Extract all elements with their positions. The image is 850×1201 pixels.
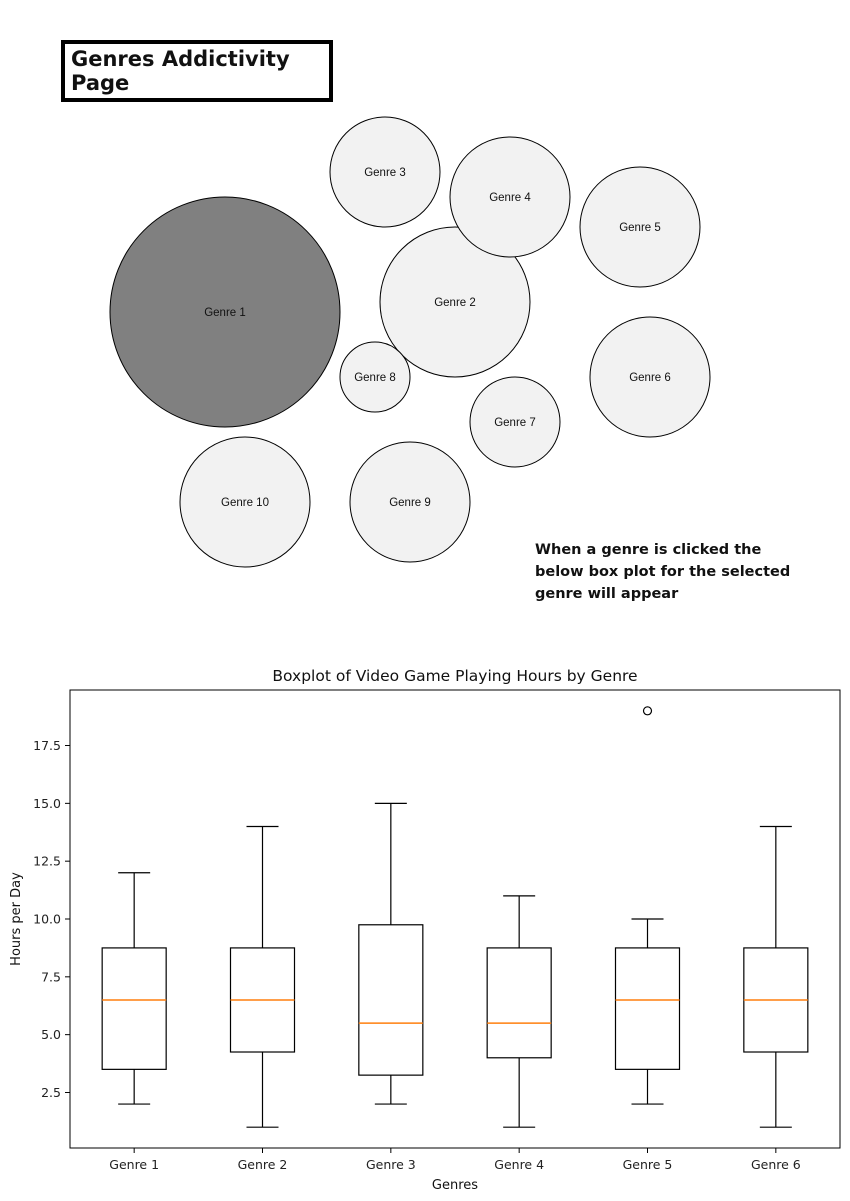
bubble-label: Genre 4 — [489, 192, 531, 204]
bubble-label: Genre 7 — [494, 417, 536, 429]
y-tick-label: 12.5 — [33, 854, 61, 869]
bubble-circle — [349, 441, 471, 563]
bubble-circle — [449, 136, 571, 258]
x-axis-label: Genres — [432, 1178, 478, 1193]
box-genre-2: Genre 2 — [229, 825, 296, 1172]
bubble-genre-1[interactable]: Genre 1 — [109, 196, 341, 428]
bubble-genre-10[interactable]: Genre 10 — [179, 436, 311, 568]
y-tick-label: 7.5 — [41, 969, 61, 984]
bubble-label: Genre 6 — [629, 372, 671, 384]
boxplot-chart: Boxplot of Video Game Playing Hours by G… — [9, 667, 841, 1193]
bubble-genre-4[interactable]: Genre 4 — [449, 136, 571, 258]
bubble-circle — [179, 436, 311, 568]
y-tick-label: 10.0 — [33, 912, 61, 927]
x-tick-label: Genre 3 — [366, 1157, 416, 1172]
iqr-box — [486, 947, 552, 1059]
bubble-circle — [109, 196, 341, 428]
plot-frame — [69, 689, 841, 1149]
bubble-label: Genre 2 — [434, 297, 476, 309]
bubble-label: Genre 5 — [619, 222, 661, 234]
iqr-box — [614, 947, 681, 1070]
bubble-genre-7[interactable]: Genre 7 — [469, 376, 561, 468]
y-tick-label: 17.5 — [33, 738, 61, 753]
bubble-genre-8[interactable]: Genre 8 — [339, 341, 411, 413]
x-tick-label: Genre 6 — [751, 1157, 801, 1172]
bubble-genre-3[interactable]: Genre 3 — [329, 116, 441, 228]
x-tick-label: Genre 5 — [623, 1157, 673, 1172]
y-tick-label: 2.5 — [41, 1085, 61, 1100]
x-tick-label: Genre 4 — [494, 1157, 544, 1172]
bubble-circle — [379, 226, 531, 378]
bubble-label: Genre 9 — [389, 497, 431, 509]
box-genre-3: Genre 3 — [358, 802, 424, 1172]
bubble-circle — [469, 376, 561, 468]
bubble-label: Genre 10 — [221, 497, 269, 509]
box-genre-1: Genre 1 — [101, 872, 167, 1172]
x-tick-label: Genre 1 — [109, 1157, 159, 1172]
outlier-point — [642, 706, 653, 716]
bubble-circle — [589, 316, 711, 438]
chart-title: Boxplot of Video Game Playing Hours by G… — [272, 667, 637, 685]
box-genre-5: Genre 5 — [614, 706, 681, 1172]
x-tick-label: Genre 2 — [238, 1157, 288, 1172]
bubble-genre-9[interactable]: Genre 9 — [349, 441, 471, 563]
bubble-label: Genre 1 — [204, 307, 246, 319]
page-title: Genres Addictivity Page — [61, 40, 333, 102]
box-genre-4: Genre 4 — [486, 895, 552, 1172]
genre-bubble-chart: Genre 1 Genre 3 Genre 2 Genre 4 Genre 5 Genre… — [109, 116, 711, 568]
y-axis-label: Hours per Day — [9, 872, 24, 966]
y-tick-label: 15.0 — [33, 796, 61, 811]
instruction-text: When a genre is clicked the below box pl… — [535, 542, 791, 602]
iqr-box — [358, 924, 424, 1076]
bubble-label: Genre 3 — [364, 167, 406, 179]
bubble-circle — [339, 341, 411, 413]
bubble-circle — [579, 166, 701, 288]
iqr-box — [101, 947, 167, 1070]
bubble-circle — [329, 116, 441, 228]
bubble-label: Genre 8 — [354, 372, 396, 384]
y-tick-label: 5.0 — [41, 1027, 61, 1042]
bubble-genre-5[interactable]: Genre 5 — [579, 166, 701, 288]
bubble-genre-2[interactable]: Genre 2 — [379, 226, 531, 378]
box-genre-6: Genre 6 — [743, 825, 809, 1172]
bubble-genre-6[interactable]: Genre 6 — [589, 316, 711, 438]
